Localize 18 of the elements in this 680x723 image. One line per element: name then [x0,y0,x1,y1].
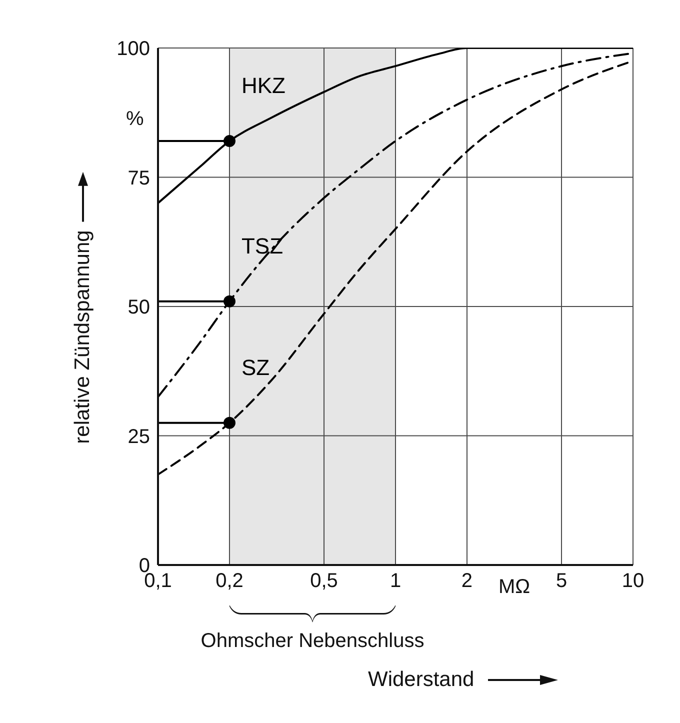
y-tick-label: 100 [116,38,150,60]
x-tick-label: 0,2 [216,570,244,592]
y-tick-label: 25 [128,426,150,448]
y-tick-label: 50 [128,296,150,319]
text: % [126,108,144,131]
series-label: TSZ [241,233,284,258]
series-label: HKZ [241,73,286,98]
text: Ohmscher Nebenschluss [200,630,424,652]
y-tick-label: 75 [128,167,150,190]
x-tick-label: 1 [390,570,402,592]
series-label: SZ [241,354,270,380]
text: MΩ [498,576,530,598]
x-axis-title: Widerstand [368,668,474,692]
x-tick-label: 2 [461,570,473,592]
x-tick-label: 10 [622,570,644,592]
y-axis-title: relative Zündspannung [71,230,95,444]
x-tick-label: 5 [556,570,568,592]
x-tick-label: 0,5 [310,570,338,592]
